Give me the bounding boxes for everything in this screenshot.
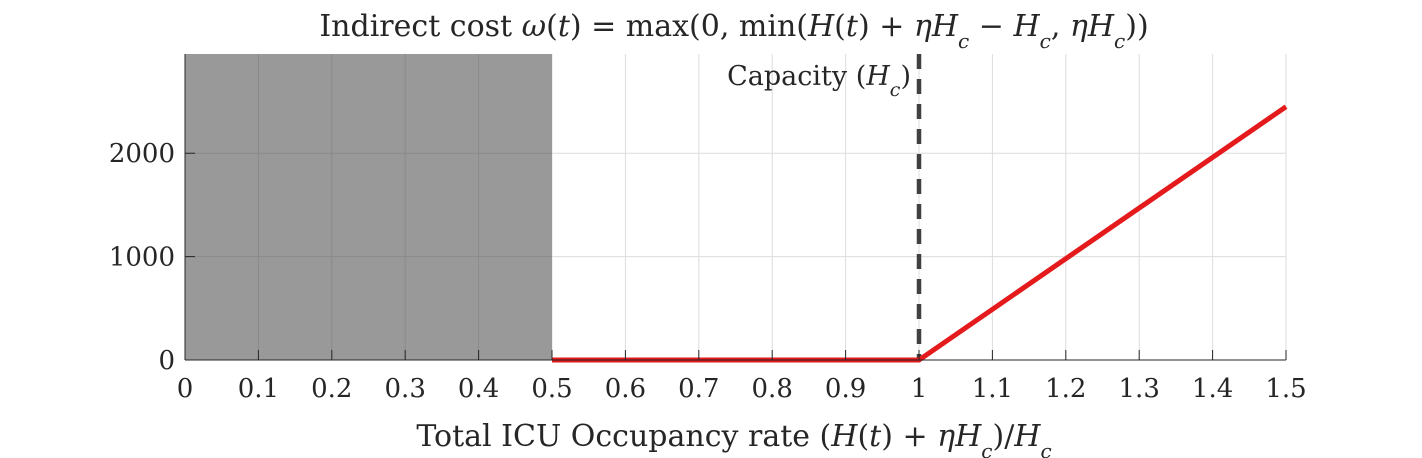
- x-tick-label: 0.5: [531, 374, 572, 404]
- x-ticks: 0 0.1 0.2 0.3 0.4 0.5 0.6 0.7 0.8 0.9 1 1.1 1.2 1.3 1.…: [177, 350, 1307, 404]
- x-tick-label: 1.1: [972, 374, 1013, 404]
- x-tick-label: 0.3: [385, 374, 426, 404]
- x-tick-label: 0.8: [752, 374, 793, 404]
- capacity-label: Capacity (Hc): [727, 61, 911, 101]
- x-tick-label: 1.5: [1265, 374, 1306, 404]
- x-tick-label: 1.2: [1045, 374, 1086, 404]
- x-tick-label: 0.2: [311, 374, 352, 404]
- y-tick-label: 0: [158, 346, 175, 376]
- x-axis-label: Total ICU Occupancy rate (H(t) + ηHc)/Hc: [416, 419, 1051, 458]
- y-ticks: 0 1000 2000: [109, 139, 195, 376]
- x-tick-label: 0.9: [825, 374, 866, 404]
- axes: [184, 54, 1286, 361]
- x-tick-label: 1: [911, 374, 928, 404]
- y-tick-label: 1000: [109, 243, 175, 273]
- y-tick-label: 2000: [109, 139, 175, 169]
- x-tick-label: 1.3: [1119, 374, 1160, 404]
- x-tick-label: 0.7: [678, 374, 719, 404]
- x-tick-label: 0.1: [238, 374, 279, 404]
- x-tick-label: 0.4: [458, 374, 499, 404]
- x-tick-label: 1.4: [1192, 374, 1233, 404]
- shaded-region: [185, 54, 552, 360]
- x-tick-label: 0.6: [605, 374, 646, 404]
- chart-title: Indirect cost ω(t) = max(0, min(H(t) + η…: [319, 9, 1148, 53]
- x-tick-label: 0: [177, 374, 194, 404]
